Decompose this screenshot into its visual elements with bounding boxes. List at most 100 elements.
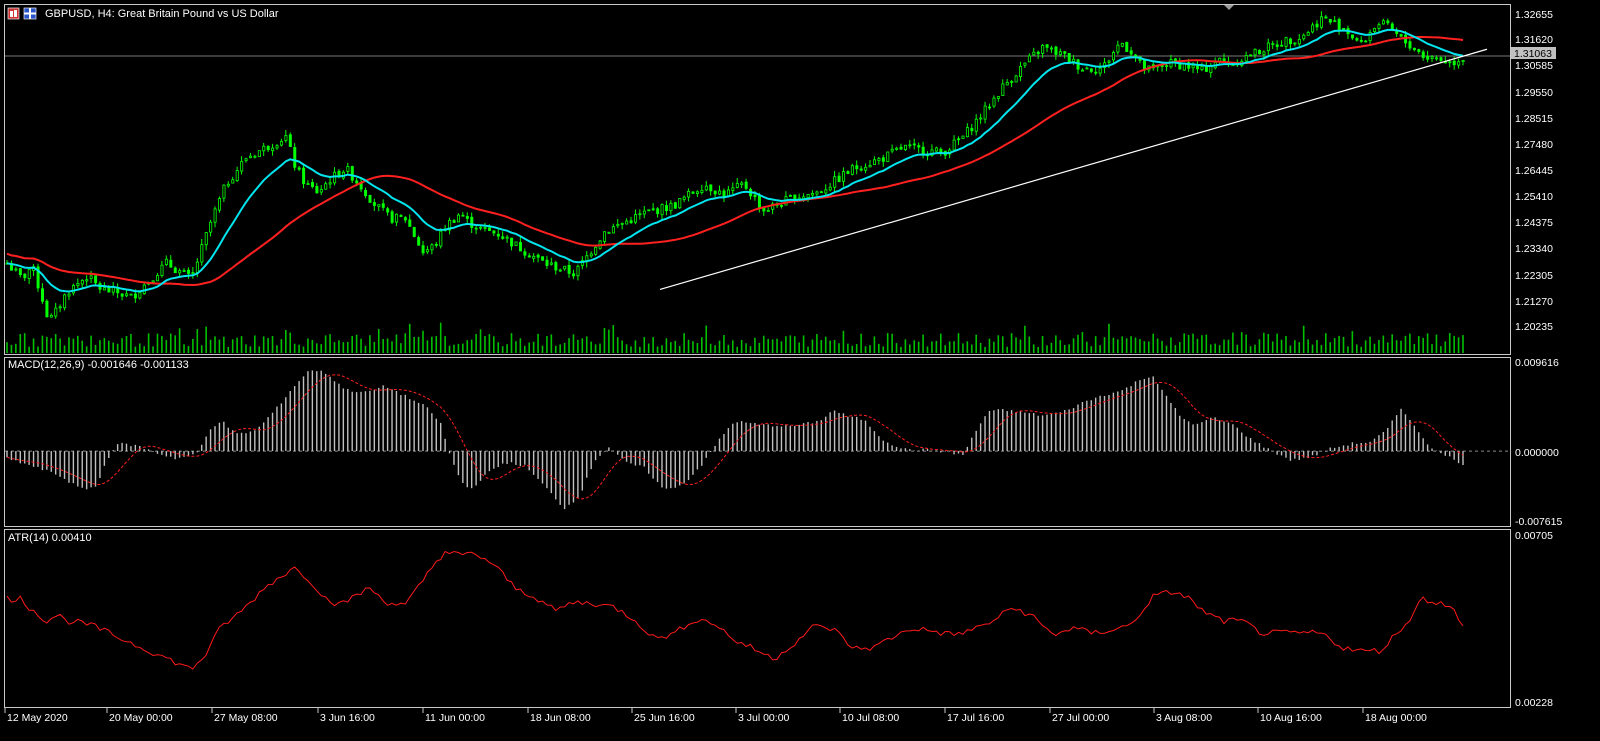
candle-body bbox=[607, 232, 611, 234]
candle-body bbox=[934, 147, 938, 152]
symbol-icons bbox=[7, 7, 37, 20]
candle-body bbox=[527, 255, 531, 258]
candle-body bbox=[235, 170, 239, 182]
candle-body bbox=[173, 267, 177, 274]
candle-body bbox=[240, 161, 244, 172]
volume-bars bbox=[6, 322, 1464, 353]
candle-body bbox=[1337, 19, 1341, 30]
candle-body bbox=[395, 213, 399, 223]
candle-body bbox=[850, 165, 854, 175]
candle-body bbox=[49, 314, 53, 318]
candle-body bbox=[178, 270, 182, 274]
candle-body bbox=[510, 237, 514, 247]
trendline[interactable] bbox=[659, 48, 1488, 291]
time-label: 3 Jul 00:00 bbox=[738, 712, 790, 724]
candle-body bbox=[1187, 62, 1191, 69]
candle-body bbox=[806, 193, 810, 198]
macd-title: MACD(12,26,9) -0.001646 -0.001133 bbox=[8, 359, 189, 371]
shift-marker-icon[interactable] bbox=[1224, 5, 1234, 10]
candle-body bbox=[1426, 55, 1430, 60]
candle-body bbox=[1085, 67, 1089, 70]
candle-body bbox=[567, 264, 571, 274]
candle-body bbox=[1359, 39, 1363, 42]
candle-body bbox=[983, 105, 987, 120]
candle-body bbox=[731, 187, 735, 191]
candle-body bbox=[687, 191, 691, 198]
candle-body bbox=[1081, 69, 1085, 72]
candle-body bbox=[554, 262, 558, 271]
macd-tick: 0.009616 bbox=[1515, 357, 1559, 369]
macd-axis: 0.009616 0.000000 -0.007615 bbox=[1515, 357, 1562, 528]
candle-body bbox=[244, 158, 248, 161]
candle-body bbox=[740, 182, 744, 186]
candle-body bbox=[996, 96, 1000, 99]
candle-body bbox=[1063, 51, 1067, 54]
candle-body bbox=[1098, 67, 1102, 74]
candle-body bbox=[1262, 51, 1266, 55]
candle-body bbox=[1448, 61, 1452, 64]
price-tick: 1.27480 bbox=[1515, 139, 1553, 151]
candle-body bbox=[1373, 28, 1377, 33]
candle-body bbox=[536, 254, 540, 258]
candle-body bbox=[218, 198, 222, 211]
candle-body bbox=[350, 166, 354, 181]
candle-body bbox=[102, 287, 106, 291]
candle-body bbox=[457, 214, 461, 223]
candle-body bbox=[965, 127, 969, 138]
candle-body bbox=[479, 226, 483, 229]
candle-body bbox=[1461, 60, 1465, 62]
candle-body bbox=[76, 282, 80, 287]
candle-body bbox=[465, 215, 469, 219]
candle-body bbox=[390, 211, 394, 223]
candle-body bbox=[483, 227, 487, 229]
candle-body bbox=[864, 166, 868, 171]
candle-body bbox=[545, 259, 549, 266]
candle-body bbox=[1302, 34, 1306, 40]
candle-body bbox=[275, 145, 279, 149]
main-price-axis: 1.32655 1.31620 1.30585 1.29550 1.28515 … bbox=[1515, 9, 1553, 333]
candle-body bbox=[209, 221, 213, 233]
candle-body bbox=[319, 189, 323, 193]
ma-slow-line bbox=[6, 36, 1464, 287]
candle-body bbox=[921, 146, 925, 155]
candle-body bbox=[1249, 54, 1253, 57]
chart-window-icon-bar bbox=[14, 10, 17, 17]
candle-body bbox=[651, 208, 655, 211]
candle-body bbox=[1111, 52, 1115, 61]
candle-body bbox=[1377, 24, 1381, 29]
ma-fast-line bbox=[6, 28, 1464, 293]
candle-body bbox=[833, 176, 837, 188]
candle-body bbox=[138, 292, 142, 299]
candle-body bbox=[757, 195, 761, 209]
candle-body bbox=[94, 275, 98, 284]
price-tick: 1.26445 bbox=[1515, 165, 1553, 177]
candle-body bbox=[518, 242, 522, 252]
candle-body bbox=[496, 233, 500, 237]
candle-body bbox=[426, 249, 430, 253]
candle-body bbox=[691, 191, 695, 194]
candle-body bbox=[638, 213, 642, 216]
candle-body bbox=[819, 191, 823, 194]
candle-body bbox=[1027, 55, 1031, 63]
candle-body bbox=[1297, 38, 1301, 45]
candle-body bbox=[625, 220, 629, 225]
candle-body bbox=[642, 210, 646, 215]
candle-body bbox=[824, 189, 828, 194]
price-tick: 1.25410 bbox=[1515, 191, 1553, 203]
candle-body bbox=[1342, 27, 1346, 30]
candle-body bbox=[647, 209, 651, 212]
candle-body bbox=[753, 194, 757, 198]
candle-body bbox=[191, 272, 195, 274]
time-label: 17 Jul 16:00 bbox=[947, 712, 1004, 724]
candle-body bbox=[474, 227, 478, 230]
candle-body bbox=[611, 226, 615, 234]
candle-body bbox=[549, 262, 553, 265]
candle-body bbox=[1019, 66, 1023, 77]
candle-body bbox=[970, 128, 974, 132]
candle-body bbox=[886, 151, 890, 162]
candle-body bbox=[576, 265, 580, 277]
candle-body bbox=[961, 135, 965, 139]
candle-body bbox=[1311, 24, 1315, 33]
candle-body bbox=[771, 203, 775, 210]
